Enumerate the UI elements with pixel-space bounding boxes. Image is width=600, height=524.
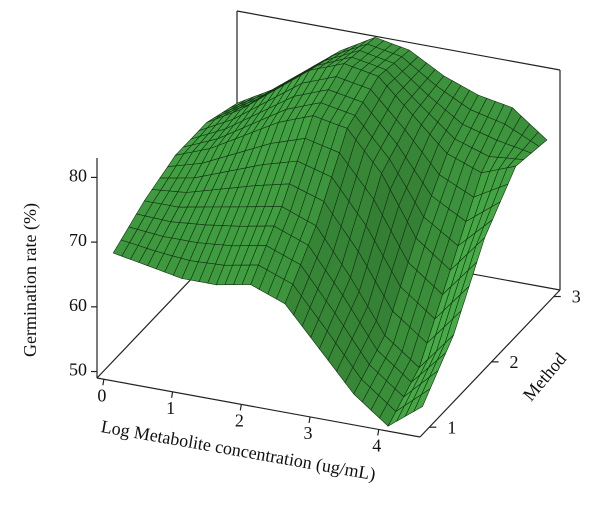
x-tick <box>308 416 311 424</box>
y-tick-label: 3 <box>572 287 581 307</box>
box-edge <box>419 289 561 438</box>
surface-patch <box>413 387 431 413</box>
y-tick-label: 2 <box>510 352 519 372</box>
y-axis-label: Method <box>519 349 570 405</box>
x-tick <box>102 379 105 386</box>
y-tick-label: 1 <box>447 417 456 437</box>
x-tick-label: 2 <box>235 410 244 430</box>
z-tick-label: 50 <box>69 360 87 380</box>
x-tick <box>377 429 380 436</box>
x-tick-label: 1 <box>166 398 175 418</box>
x-tick-label: 4 <box>372 436 381 456</box>
z-tick-label: 60 <box>69 295 87 315</box>
z-tick-label: 80 <box>69 166 87 186</box>
z-axis-label: Germination rate (%) <box>20 203 41 357</box>
box-edge <box>96 377 421 438</box>
x-tick-label: 0 <box>97 385 106 405</box>
box-edge <box>236 10 561 71</box>
x-tick-label: 3 <box>304 423 313 443</box>
x-tick <box>171 391 174 398</box>
x-tick <box>239 404 242 411</box>
z-tick-label: 70 <box>69 230 87 250</box>
